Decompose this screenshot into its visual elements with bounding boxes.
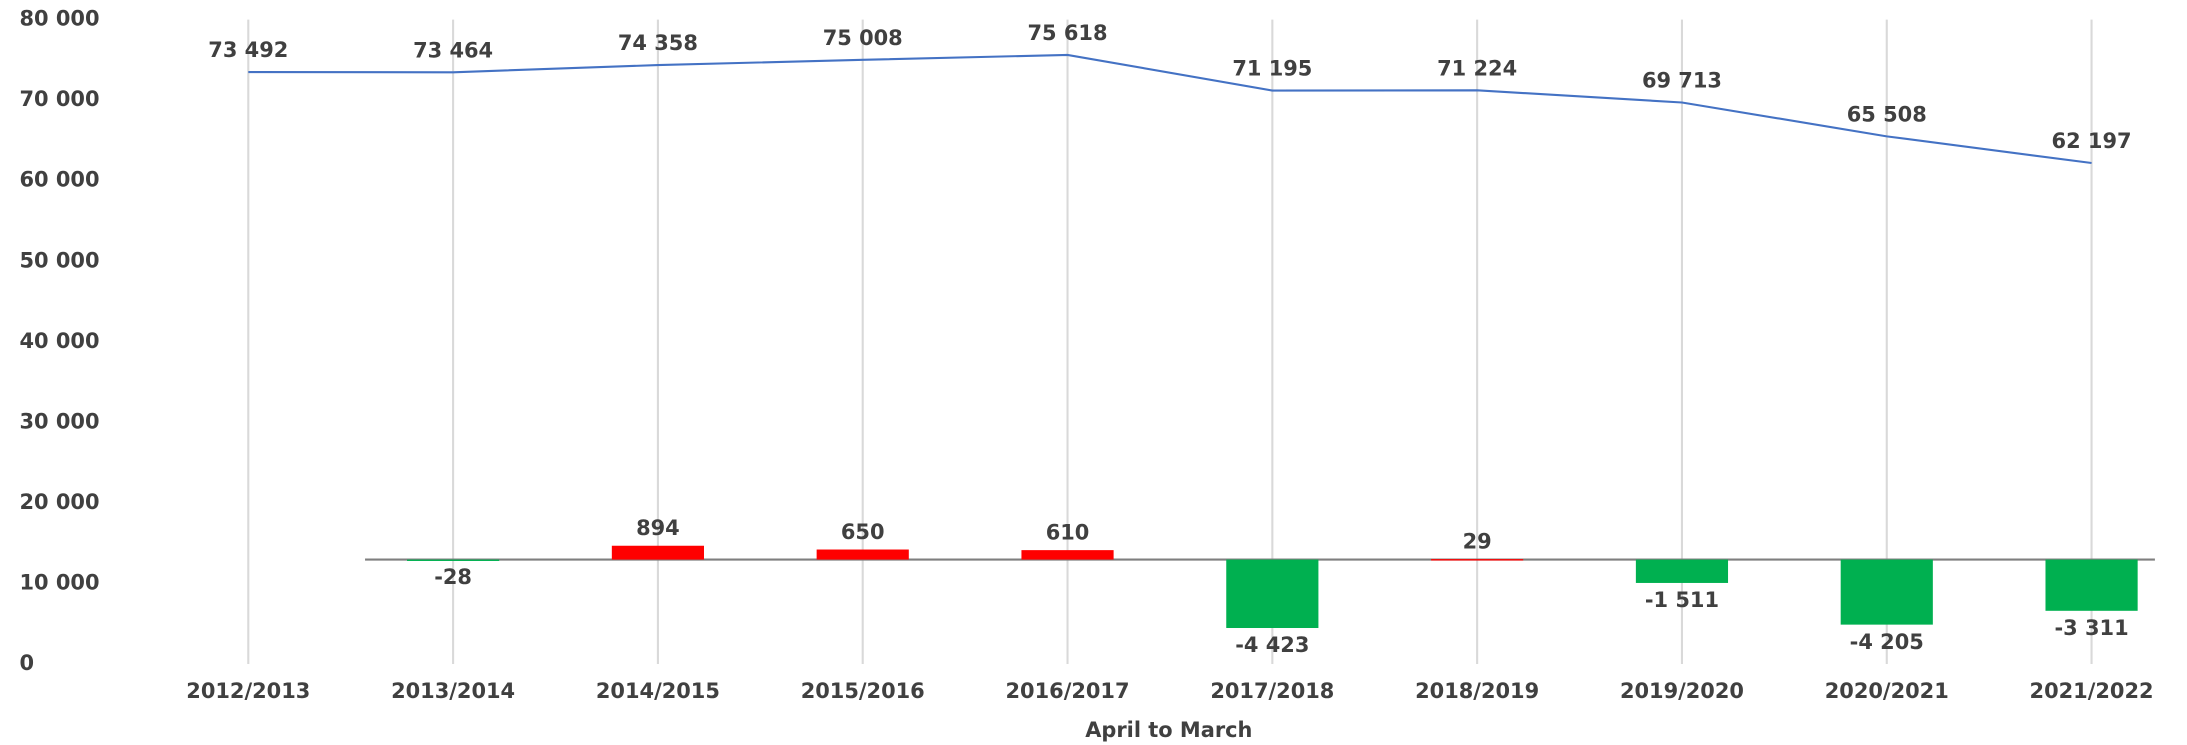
line-value-label: 65 508 xyxy=(1847,102,1927,126)
bar-value-label: -3 311 xyxy=(2054,616,2128,640)
bar xyxy=(1226,559,1319,629)
line-value-label: 73 492 xyxy=(208,38,288,62)
line-value-label: 62 197 xyxy=(2052,129,2132,153)
bar xyxy=(816,549,909,560)
y-tick-label: 80 000 xyxy=(20,7,100,31)
bar xyxy=(1431,559,1524,561)
bar-value-label: -4 423 xyxy=(1235,633,1309,657)
bar xyxy=(1635,559,1729,583)
line-value-label: 74 358 xyxy=(618,31,698,55)
x-tick-label: 2016/2017 xyxy=(1006,679,1130,703)
bar xyxy=(1840,559,1933,625)
bar-value-label: 894 xyxy=(636,516,680,540)
y-tick-label: 40 000 xyxy=(20,329,100,353)
x-tick-label: 2012/2013 xyxy=(186,679,310,703)
y-tick-label: 10 000 xyxy=(20,570,100,594)
line-value-label: 71 224 xyxy=(1437,56,1517,80)
x-tick-label: 2014/2015 xyxy=(596,679,720,703)
line-value-label: 75 008 xyxy=(823,26,903,50)
bar-value-label: 610 xyxy=(1046,520,1090,544)
line-value-label: 73 464 xyxy=(413,38,493,62)
y-tick-label: 20 000 xyxy=(20,490,100,514)
y-tick-label: 70 000 xyxy=(20,87,100,111)
bar-value-label: 29 xyxy=(1463,529,1492,553)
x-tick-label: 2017/2018 xyxy=(1210,679,1334,703)
bar-value-label: 650 xyxy=(841,520,885,544)
x-axis-label: April to March xyxy=(1085,718,1252,742)
x-tick-label: 2013/2014 xyxy=(391,679,515,703)
bar-value-label: -28 xyxy=(434,565,472,589)
x-tick-label: 2018/2019 xyxy=(1415,679,1539,703)
y-tick-label: 30 000 xyxy=(20,409,100,433)
bar xyxy=(407,559,500,561)
x-tick-label: 2015/2016 xyxy=(801,679,925,703)
x-tick-label: 2021/2022 xyxy=(2030,679,2154,703)
line-value-label: 69 713 xyxy=(1642,69,1722,93)
line xyxy=(248,53,2092,165)
bar xyxy=(2045,559,2138,611)
bar-value-label: -1 511 xyxy=(1645,588,1719,612)
line-value-label: 71 195 xyxy=(1232,57,1312,81)
bar-value-label: -4 205 xyxy=(1850,630,1924,654)
x-tick-label: 2019/2020 xyxy=(1620,679,1744,703)
bar xyxy=(1021,550,1114,560)
y-tick-label: 50 000 xyxy=(20,248,100,272)
line-value-label: 75 618 xyxy=(1028,21,1108,45)
x-tick-label: 2020/2021 xyxy=(1825,679,1949,703)
y-tick-label: 0 xyxy=(20,651,35,675)
bar xyxy=(611,545,704,560)
y-tick-label: 60 000 xyxy=(20,168,100,192)
